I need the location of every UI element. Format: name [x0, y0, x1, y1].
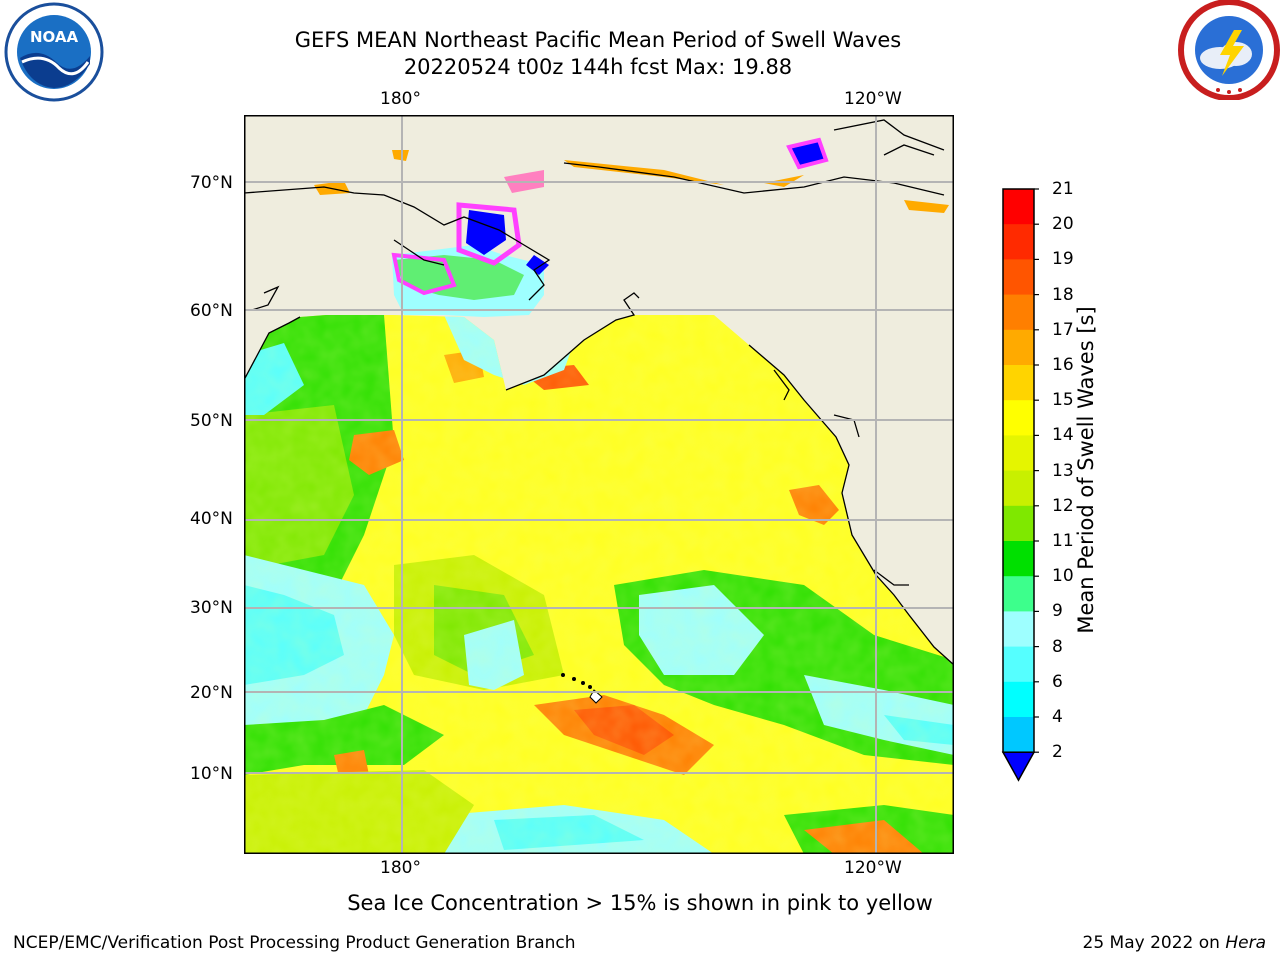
chart-subtitle: 20220524 t00z 144h fcst Max: 19.88: [403, 55, 793, 79]
nws-logo: [1178, 0, 1280, 101]
colorbar-swatch: [1003, 505, 1034, 542]
lat-label-40n: 40°N: [190, 509, 233, 529]
colorbar: [1000, 188, 1040, 784]
footer-date-text: 25 May 2022 on: [1082, 933, 1220, 953]
lon-label-top-120w: 120°W: [844, 89, 902, 109]
colorbar-tick-label: 2: [1052, 742, 1063, 763]
footer-date: 25 May 2022 on Hera: [1083, 932, 1267, 954]
lon-label-top-180: 180°: [380, 89, 421, 109]
sea-ice-note: Sea Ice Concentration > 15% is shown in …: [347, 891, 933, 915]
colorbar-swatch: [1003, 189, 1034, 225]
lat-label-70n: 70°N: [190, 173, 233, 193]
colorbar-tick-label: 13: [1052, 460, 1074, 481]
colorbar-tick-label: 4: [1052, 707, 1063, 727]
lat-label-10n: 10°N: [190, 764, 233, 784]
colorbar-swatch: [1003, 259, 1034, 296]
colorbar-swatches: [1001, 188, 1039, 782]
lon-label-bottom-180: 180°: [380, 858, 421, 878]
colorbar-tick-label: 8: [1052, 636, 1063, 657]
colorbar-tick-label: 6: [1052, 671, 1063, 692]
noaa-logo: NOAA: [4, 2, 104, 102]
colorbar-swatch: [1003, 611, 1034, 648]
colorbar-tick-label: 21: [1052, 179, 1074, 199]
chart-title: GEFS MEAN Northeast Pacific Mean Period …: [294, 28, 902, 52]
graticule: [244, 115, 954, 854]
colorbar-tick-label: 12: [1052, 495, 1074, 516]
colorbar-swatch: [1003, 435, 1034, 472]
colorbar-tick-label: 17: [1052, 319, 1074, 340]
colorbar-swatch: [1003, 400, 1034, 436]
colorbar-tick-label: 16: [1052, 355, 1074, 375]
colorbar-tick-label: 19: [1052, 249, 1074, 270]
lat-label-50n: 50°N: [190, 411, 233, 431]
colorbar-extend-arrow: [1001, 751, 1036, 782]
lon-label-bottom-120w: 120°W: [844, 858, 902, 878]
colorbar-tick-label: 18: [1052, 284, 1074, 305]
lat-label-60n: 60°N: [190, 301, 233, 321]
colorbar-swatch: [1003, 294, 1034, 331]
colorbar-label: Mean Period of Swell Waves [s]: [1074, 306, 1098, 634]
map-panel: [243, 115, 955, 854]
colorbar-tick-label: 14: [1052, 425, 1074, 446]
swell-period-map: [243, 115, 955, 854]
colorbar-tick-label: 9: [1052, 601, 1063, 622]
colorbar-tick-label: 10: [1052, 566, 1074, 587]
colorbar-swatch: [1003, 470, 1034, 507]
colorbar-tick-label: 15: [1052, 390, 1074, 411]
colorbar-swatch: [1003, 224, 1034, 260]
footer-branch: NCEP/EMC/Verification Post Processing Pr…: [13, 933, 576, 953]
colorbar-tick-label: 11: [1052, 531, 1074, 551]
colorbar-swatch: [1003, 717, 1034, 753]
colorbar-swatch: [1003, 681, 1034, 718]
colorbar-swatch: [1003, 329, 1034, 366]
footer-host: Hera: [1225, 933, 1266, 953]
colorbar-swatch: [1003, 646, 1034, 683]
colorbar-swatch: [1003, 576, 1034, 612]
colorbar-swatch: [1003, 541, 1034, 577]
colorbar-swatch: [1003, 365, 1034, 401]
map-frame: [244, 115, 954, 854]
colorbar-tick-label: 20: [1052, 214, 1074, 235]
lat-label-20n: 20°N: [190, 683, 233, 703]
noaa-logo-text: NOAA: [30, 28, 79, 46]
lat-label-30n: 30°N: [190, 598, 233, 618]
